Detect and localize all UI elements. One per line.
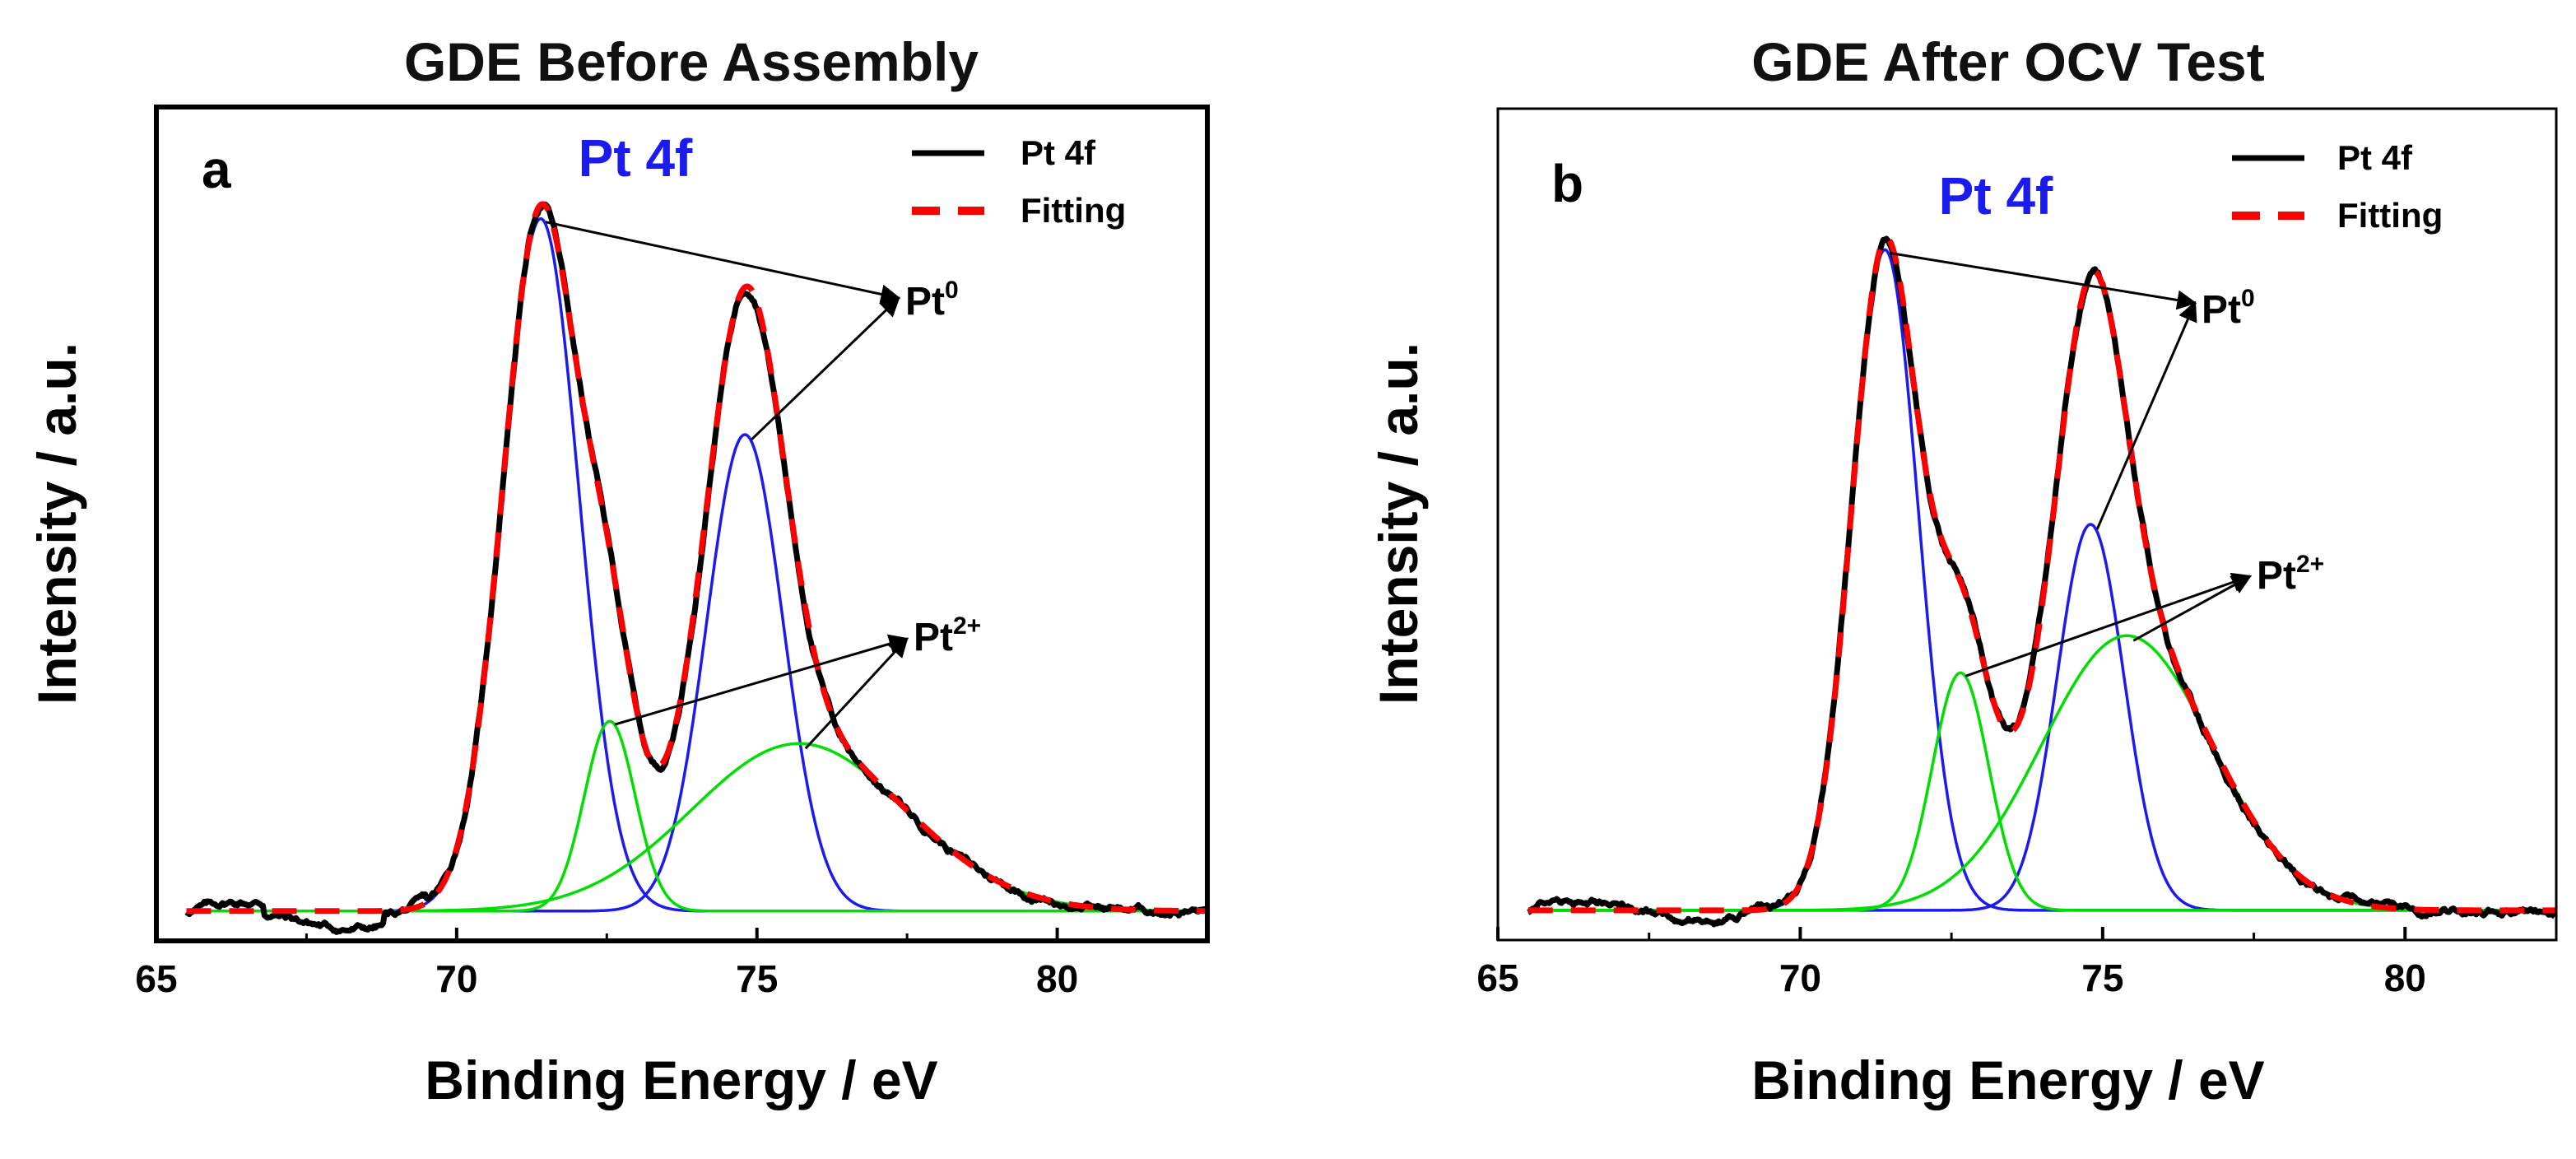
panel-b-arrow-pt2plus-2 xyxy=(2132,575,2253,642)
panel-a-component-pt0-1 xyxy=(186,216,1207,913)
panel-a-arrow-pt2plus-2 xyxy=(804,637,909,750)
panel-b-arrow-pt2plus-1 xyxy=(1965,572,2253,677)
panel-b-plot xyxy=(1496,107,2558,942)
panel-a-core-label: Pt 4f xyxy=(579,128,693,188)
panel-b-plot-area xyxy=(1527,235,2556,928)
panel-a-arrow-pt0-1 xyxy=(545,221,901,305)
panel-a-x-tick-label-75: 75 xyxy=(736,957,778,1000)
panel-a-x-tick-label-70: 70 xyxy=(435,957,477,1000)
panel-b-series-fitting xyxy=(1527,235,2556,914)
panel-a-legend: Pt 4f Fitting xyxy=(912,133,1126,230)
panel-b-frame xyxy=(1496,107,2558,942)
panel-a-x-tick-label-65: 65 xyxy=(135,957,177,1000)
panel-a-arrow-pt2plus-1 xyxy=(614,634,909,726)
panel-b-x-tick-label-70: 70 xyxy=(1779,957,1821,999)
panel-b-x-tick-label-75: 75 xyxy=(2081,957,2123,999)
panel-b-title: GDE After OCV Test xyxy=(1751,31,2264,92)
panel-a-plot-area xyxy=(184,201,1207,935)
panel-b-x-axis-title: Binding Energy / eV xyxy=(1751,1050,2264,1110)
panel-a-plot xyxy=(154,105,1210,943)
panel-b-annotation-pt2plus: Pt2+ xyxy=(2257,551,2324,598)
panel-a-series-fitting xyxy=(186,201,1207,915)
panel-a-letter: a xyxy=(202,140,231,199)
panel-b-series-pt4f xyxy=(1527,235,2556,928)
panel-b-x-tick-label-65: 65 xyxy=(1476,957,1518,999)
panel-a-annotation-pt2plus: Pt2+ xyxy=(914,612,981,659)
panel-a-component-pt2plus-4 xyxy=(186,742,1207,913)
panel-b-arrow-pt0-1 xyxy=(1890,251,2197,310)
panel-b-letter: b xyxy=(1551,154,1583,213)
panel-a-x-axis-title: Binding Energy / eV xyxy=(425,1050,937,1110)
panel-a-y-axis-title: Intensity / a.u. xyxy=(26,342,87,705)
panel-a-component-pt2plus-3 xyxy=(186,719,1207,913)
panel-b-component-pt2plus-3 xyxy=(1527,671,2556,912)
panel-a: GDE Before Assembly a Pt 4f Pt 4f Fittin… xyxy=(26,31,1210,1110)
panel-a-legend-label-fit: Fitting xyxy=(1021,191,1126,230)
panel-a-frame xyxy=(154,105,1210,943)
panel-b-legend-label-fit: Fitting xyxy=(2337,196,2443,235)
panel-b-core-label: Pt 4f xyxy=(1939,166,2053,226)
panel-b-legend-label-data: Pt 4f xyxy=(2337,138,2413,177)
panel-a-title: GDE Before Assembly xyxy=(404,31,979,92)
panel-a-series-pt4f xyxy=(184,201,1207,935)
panel-b-legend: Pt 4f Fitting xyxy=(2232,138,2443,235)
panel-b-y-axis-title: Intensity / a.u. xyxy=(1368,342,1429,705)
panel-a-x-tick-label-80: 80 xyxy=(1036,957,1078,1000)
panel-b-x-ticks: 65 70 75 80 xyxy=(1476,927,2426,999)
panel-a-arrow-pt0-2 xyxy=(751,296,900,441)
panel-a-x-ticks: 65 70 75 80 xyxy=(135,928,1078,1000)
panel-b-annotation-pt0: Pt0 xyxy=(2202,285,2255,332)
panel-a-legend-label-data: Pt 4f xyxy=(1021,133,1096,172)
panel-b-arrow-pt0-2 xyxy=(2095,300,2197,530)
panel-b-x-tick-label-80: 80 xyxy=(2384,957,2426,999)
panel-a-annotation-pt0: Pt0 xyxy=(905,277,959,323)
panel-b: GDE After OCV Test b Pt 4f Pt 4f Fitting… xyxy=(1368,31,2558,1110)
panel-a-component-pt0-2 xyxy=(186,433,1207,913)
